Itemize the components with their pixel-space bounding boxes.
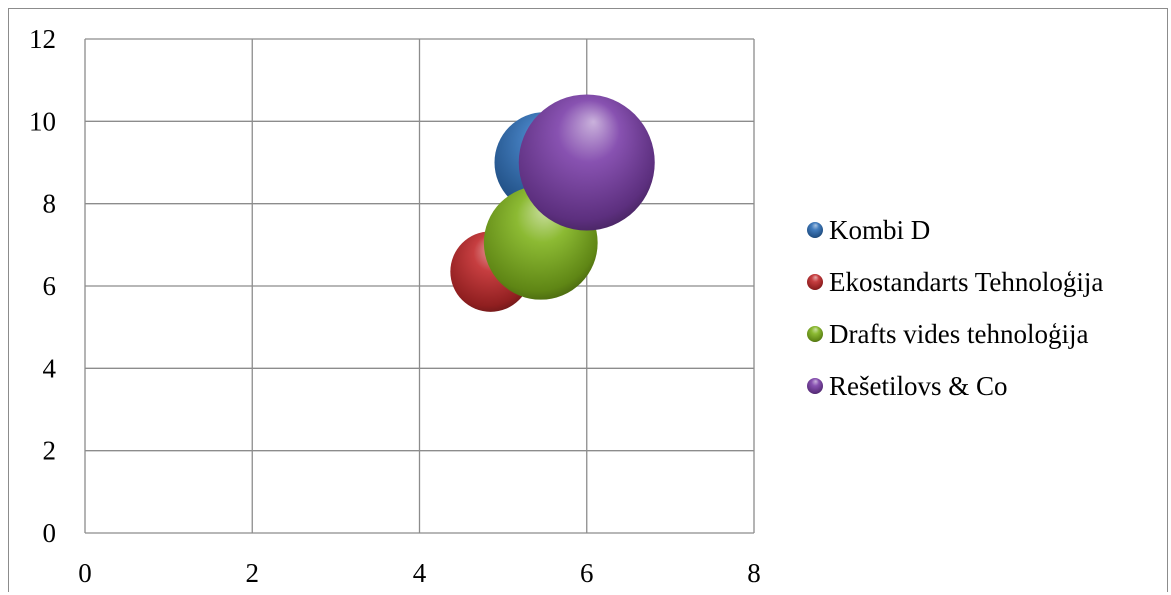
y-tick-label: 6: [43, 271, 57, 301]
y-tick-label: 12: [29, 24, 56, 54]
legend-marker-ekostandarts-tehnolo-ija: [807, 274, 823, 290]
y-tick-label: 0: [43, 518, 57, 548]
x-tick-label: 4: [413, 558, 427, 588]
y-tick-label: 10: [29, 106, 56, 136]
legend-marker-drafts-vides-tehnolo-ija: [807, 326, 823, 342]
legend-label-kombi-d: Kombi D: [829, 215, 930, 245]
y-axis-ticks: 0 2 4 6 8 10 12: [29, 24, 57, 548]
legend-label-ekostandarts-tehnolo-ija: Ekostandarts Tehnoloģija: [829, 267, 1103, 297]
y-tick-label: 2: [43, 436, 57, 466]
x-tick-label: 2: [246, 558, 260, 588]
legend-label-re-etilovs-co: Rešetilovs & Co: [829, 371, 1008, 401]
x-tick-label: 8: [747, 558, 761, 588]
bubbles: [450, 94, 655, 312]
x-tick-label: 0: [78, 558, 92, 588]
grid: [84, 38, 755, 534]
bubble-re-etilovs-co: [518, 94, 655, 231]
legend-marker-kombi-d: [807, 222, 823, 238]
x-axis-ticks: 0 2 4 6 8: [78, 558, 761, 588]
x-tick-label: 6: [580, 558, 594, 588]
y-tick-label: 4: [43, 353, 57, 383]
legend-label-drafts-vides-tehnolo-ija: Drafts vides tehnoloģija: [829, 319, 1088, 349]
legend-marker-re-etilovs-co: [807, 378, 823, 394]
y-tick-label: 8: [43, 189, 57, 219]
legend: Kombi D Ekostandarts Tehnoloģija Drafts vi…: [807, 215, 1103, 401]
